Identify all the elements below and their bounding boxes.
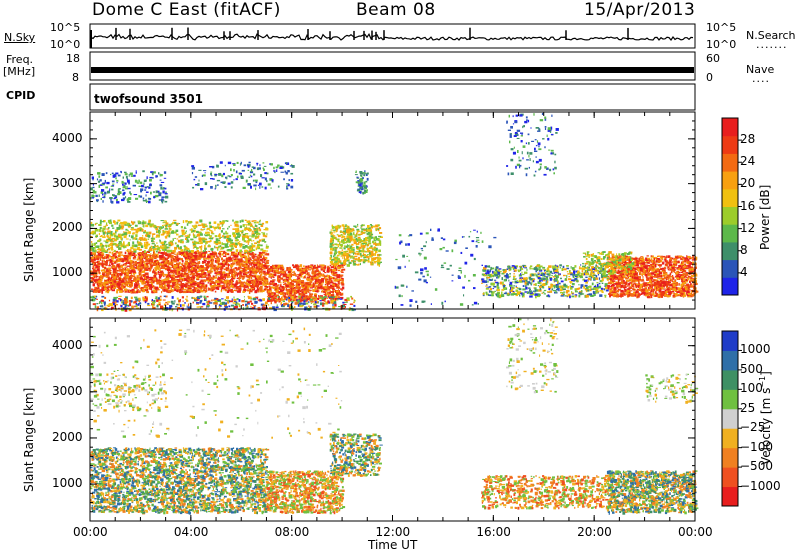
freq-panel (89, 51, 696, 81)
range-ticks (90, 111, 695, 522)
time-tick-label: 00:00 (73, 525, 108, 539)
range-tick-label: 3000 (52, 175, 83, 190)
velocity-heatmap (90, 318, 699, 515)
cpid-label: CPID (6, 89, 36, 102)
freq-left-tick-top: 18 (66, 52, 80, 65)
power-colorbar-label: Power [dB] (758, 184, 772, 250)
nave-right-tick-bottom: 0 (706, 71, 713, 84)
power-colorbar (721, 117, 742, 296)
sky-left-tick-top: 10^5 (50, 21, 81, 34)
velocity-colorbar-tick: −100 (740, 439, 773, 454)
sky-right-tick-top: 10^5 (706, 21, 737, 34)
power-colorbar-tick: 24 (740, 154, 756, 169)
freq-left-tick-bottom: 8 (72, 71, 79, 84)
nsearch-label: N.Search (746, 29, 796, 42)
velocity-colorbar-tick: 25 (740, 400, 756, 415)
power-colorbar-tick: 20 (740, 176, 756, 191)
cpid-panel (89, 83, 696, 111)
freq-label: Freq. (6, 53, 34, 66)
velocity-colorbar-tick: −25 (740, 420, 766, 435)
time-tick-label: 12:00 (375, 525, 411, 539)
power-colorbar-tick: 12 (740, 220, 756, 235)
freq-band (91, 67, 694, 73)
range-tick-label: 1000 (52, 265, 83, 280)
velocity-colorbar-tick: 1000 (740, 342, 771, 357)
velocity-ylabel: Slant Range [km] (22, 387, 36, 492)
power-heatmap (90, 112, 699, 312)
station-title: Dome C East (fitACF) (92, 0, 281, 20)
power-colorbar-tick: 28 (740, 132, 756, 147)
nave-label: Nave (746, 63, 775, 76)
velocity-colorbar-tick: 500 (740, 361, 763, 376)
nave-dots: .... (752, 72, 770, 85)
time-ticks (89, 112, 696, 521)
nsky-label: N.Sky (4, 31, 36, 44)
range-tick-label: 4000 (52, 130, 83, 145)
velocity-colorbar-tick: −500 (740, 459, 773, 474)
range-tick-label: 2000 (52, 220, 83, 235)
freq-unit-label: [MHz] (3, 65, 36, 78)
velocity-colorbar (721, 330, 742, 507)
date-title: 15/Apr/2013 (584, 0, 696, 20)
time-tick-label: 04:00 (173, 525, 209, 539)
sky-panel (89, 23, 696, 49)
sky-left-tick-bottom: 10^0 (50, 38, 81, 51)
range-tick-label: 1000 (52, 476, 83, 491)
time-tick-label: 00:00 (678, 525, 713, 539)
power-colorbar-tick: 4 (740, 264, 748, 279)
sky-noise-trace (90, 27, 694, 48)
range-tick-label: 3000 (52, 383, 83, 398)
power-colorbar-tick: 16 (740, 198, 756, 213)
nsearch-dots: ....... (756, 38, 788, 51)
time-tick-label: 20:00 (577, 525, 612, 539)
power-ylabel: Slant Range [km] (22, 177, 36, 282)
velocity-colorbar-tick: 100 (740, 381, 763, 396)
range-tick-label: 4000 (52, 337, 83, 352)
power-colorbar-tick: 8 (740, 242, 748, 257)
velocity-colorbar-tick: −1000 (740, 478, 781, 493)
time-axis-label: Time UT (368, 538, 418, 552)
time-tick-label: 08:00 (274, 525, 310, 539)
beam-title: Beam 08 (356, 0, 436, 20)
time-tick-label: 16:00 (476, 525, 511, 539)
nave-right-tick-top: 60 (706, 52, 720, 65)
cpid-program: twofsound 3501 (94, 92, 203, 106)
range-tick-label: 2000 (52, 429, 83, 444)
sky-right-tick-bottom: 10^0 (706, 38, 737, 51)
